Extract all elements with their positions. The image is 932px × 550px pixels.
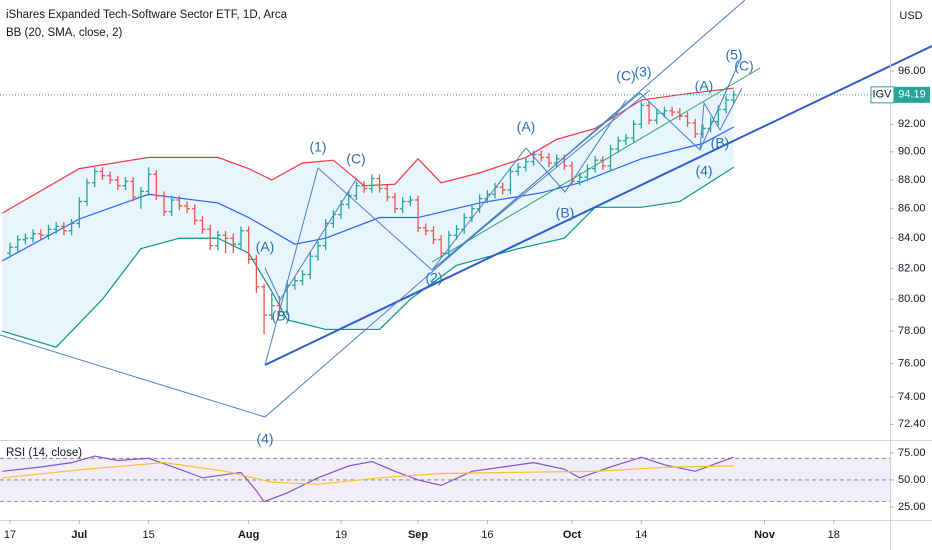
- wave-label: (A): [256, 239, 275, 255]
- y-tick-label: 88.00: [898, 174, 926, 186]
- wave-label: (4): [695, 163, 712, 179]
- bollinger-line: [2, 87, 734, 214]
- y-tick-label: 96.00: [898, 65, 926, 77]
- wave-label: (B): [711, 135, 730, 151]
- x-tick-label: 14: [635, 529, 647, 541]
- price-pane: [0, 87, 890, 348]
- wave-path: [264, 177, 358, 302]
- y-tick-label: 72.40: [898, 418, 926, 430]
- x-tick-label: Nov: [754, 529, 776, 541]
- band-fill: [2, 88, 734, 348]
- wave-label: (C): [346, 151, 365, 167]
- wave-label: (A): [695, 78, 714, 94]
- x-tick-label: Aug: [238, 529, 259, 541]
- x-tick-label: 19: [335, 529, 347, 541]
- rsi-tick-label: 75.00: [898, 447, 926, 459]
- indicator-label: BB (20, SMA, close, 2): [6, 27, 122, 39]
- y-tick-label: 84.00: [898, 232, 926, 244]
- y-tick-label: 76.00: [898, 357, 926, 369]
- y-tick-label: 78.00: [898, 325, 926, 337]
- x-tick-label: 18: [828, 529, 840, 541]
- x-tick-label: Jul: [71, 529, 87, 541]
- wave-label: (2): [425, 270, 442, 286]
- x-tick-label: Sep: [408, 529, 428, 541]
- wave-path: [431, 99, 627, 271]
- y-tick-label: 86.00: [898, 203, 926, 215]
- trend-line: [431, 89, 651, 271]
- rsi-line: [2, 455, 734, 503]
- trend-line: [264, 45, 932, 366]
- wave-label: (C): [616, 68, 635, 84]
- wave-label: (B): [556, 205, 575, 221]
- chart-title: iShares Expanded Tech-Software Sector ET…: [6, 9, 288, 21]
- y-tick-label: 80.00: [898, 293, 926, 305]
- wave-label: (A): [517, 119, 536, 135]
- wave-label: (1): [309, 139, 326, 155]
- symbol-label: IGV: [873, 89, 893, 101]
- y-tick-label: 74.00: [898, 391, 926, 403]
- wave-label: (C): [734, 58, 753, 74]
- rsi-pane: [0, 455, 890, 503]
- y-tick-label: 82.00: [898, 262, 926, 274]
- wave-label: (4): [256, 431, 273, 447]
- channel-line: [431, 67, 761, 263]
- drawings: [0, 0, 932, 418]
- wave-label: (5): [725, 47, 742, 63]
- wave-label: (B): [272, 308, 291, 324]
- trend-line: [0, 334, 266, 418]
- rsi-tick-label: 50.00: [898, 474, 926, 486]
- rsi-tick-label: 25.00: [898, 501, 926, 513]
- x-tick-label: 17: [4, 529, 16, 541]
- rsi-line: [2, 462, 734, 485]
- y-tick-label: 92.00: [898, 118, 926, 130]
- x-tick-label: 15: [142, 529, 154, 541]
- rsi-label: RSI (14, close): [6, 447, 82, 459]
- price-badge: [894, 86, 930, 103]
- x-tick-label: Oct: [563, 529, 582, 541]
- wave-label: (3): [634, 64, 651, 80]
- currency: USD: [899, 10, 922, 22]
- wave-path: [264, 59, 741, 366]
- x-tick-label: 16: [481, 529, 493, 541]
- last-price-label: 94.19: [898, 89, 926, 101]
- y-tick-label: 90.00: [898, 146, 926, 158]
- wave-path: [699, 87, 743, 151]
